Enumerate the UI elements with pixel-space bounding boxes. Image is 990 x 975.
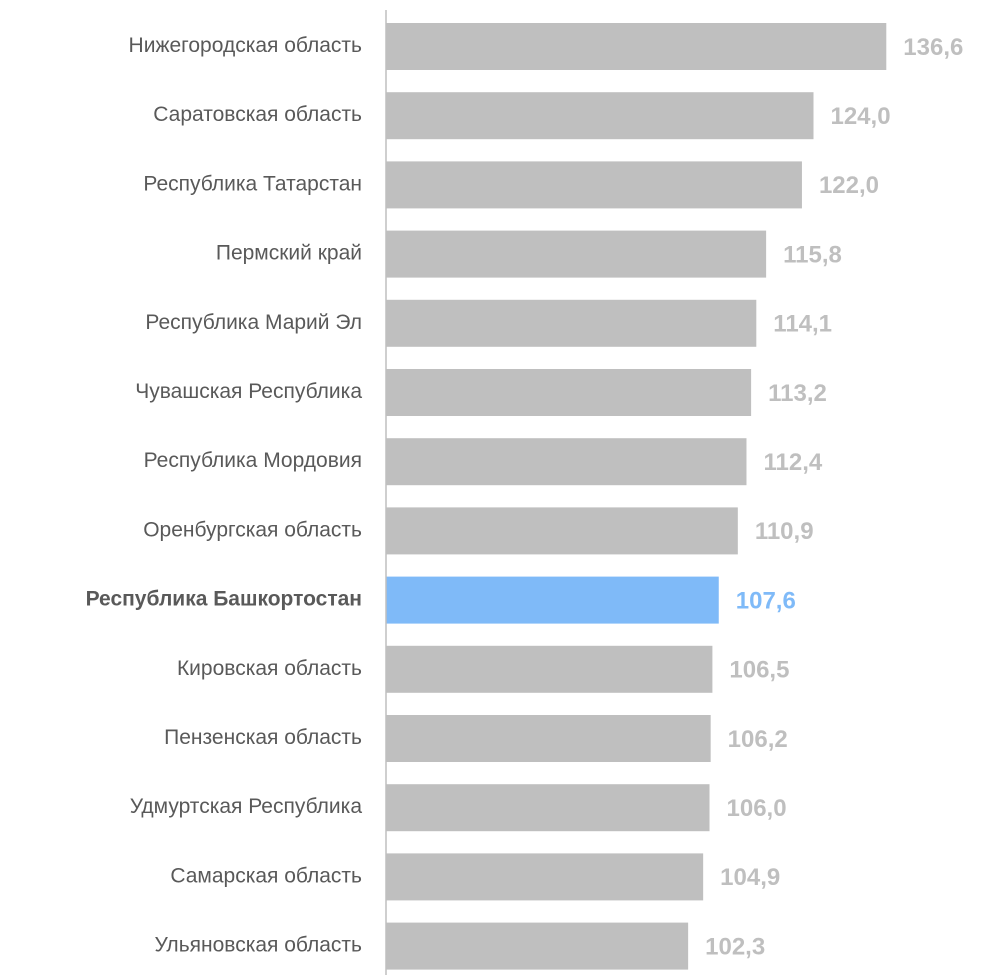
bar [386,853,704,901]
bar [386,23,887,70]
bar [386,438,747,486]
value-label: 106,5 [729,657,789,684]
bar [386,576,719,624]
value-label: 106,2 [728,726,788,753]
value-label: 114,1 [773,311,832,338]
category-label: Республика Башкортостан [86,588,362,611]
value-label: 122,0 [819,172,879,199]
bar [386,922,689,970]
category-label: Саратовская область [153,103,362,126]
bar [386,161,802,209]
category-label: Республика Татарстан [143,172,362,195]
category-label: Республика Мордовия [144,449,362,472]
value-label: 112,4 [763,449,822,476]
value-label: 124,0 [830,103,890,130]
value-label: 106,0 [727,795,787,822]
category-label: Удмуртская Республика [130,795,363,818]
category-label: Пензенская область [164,726,362,749]
category-label: Самарская область [170,864,362,887]
value-label: 113,2 [768,380,827,407]
category-label: Республика Марий Эл [145,311,362,334]
category-label: Кировская область [177,657,362,680]
bar [386,369,752,416]
bar [386,784,710,832]
bar [386,645,713,693]
value-label: 110,9 [755,518,814,545]
category-label: Оренбургская область [143,518,362,541]
bar [386,299,757,347]
category-label: Пермский край [216,242,362,265]
value-label: 104,9 [720,864,780,891]
value-label: 115,8 [783,241,842,268]
value-label: 136,6 [903,34,963,61]
bar [386,715,711,762]
category-label: Ульяновская область [155,934,363,957]
bar [386,507,738,555]
bar [386,92,814,140]
category-label: Чувашская Республика [135,380,362,403]
value-label: 102,3 [705,933,765,960]
bar [386,230,767,278]
category-label: Нижегородская область [129,34,362,57]
value-label: 107,6 [736,587,796,614]
